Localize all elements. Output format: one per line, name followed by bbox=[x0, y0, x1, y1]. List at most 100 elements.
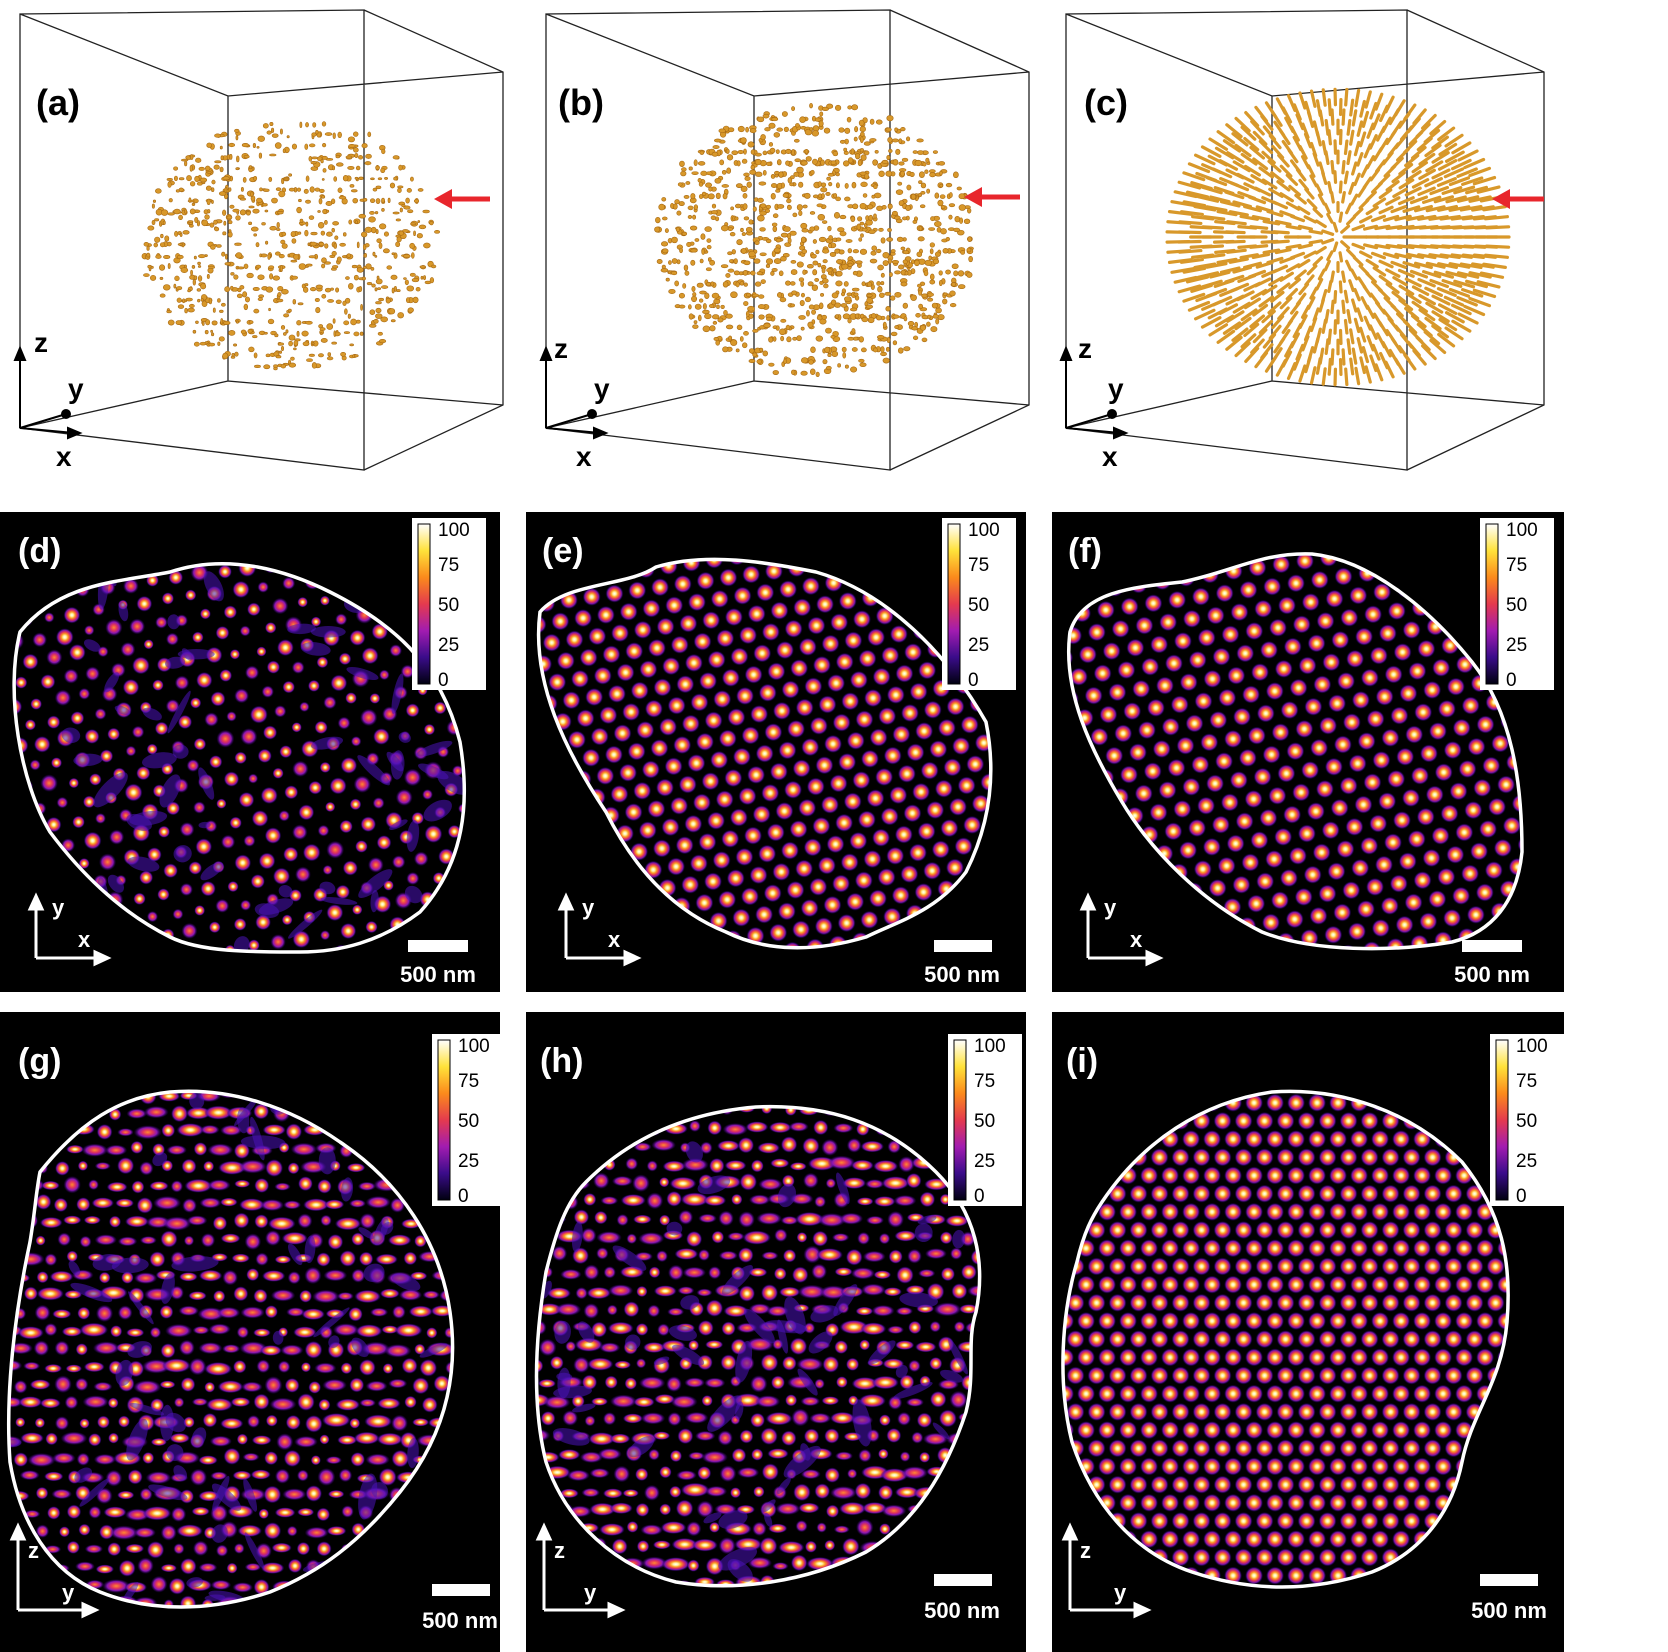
axis-label-z: z bbox=[554, 333, 568, 364]
axis-label-x: x bbox=[1102, 441, 1118, 472]
axis-label-z: z bbox=[34, 327, 48, 358]
axis-corner bbox=[27, 892, 112, 967]
colorbar-tick-label: 100 bbox=[438, 520, 470, 541]
panel-i-svg: (i) 100 75 50 25 0 z y 500 nm bbox=[1061, 1034, 1564, 1623]
particle-outline bbox=[1067, 552, 1524, 951]
scalebar bbox=[1462, 940, 1522, 952]
spot-lattice bbox=[12, 561, 467, 954]
axis-label-vertical: z bbox=[1080, 1538, 1091, 1563]
colorbar-tick-label: 0 bbox=[1506, 670, 1517, 691]
colorbar-tick-label: 75 bbox=[438, 555, 459, 576]
panel-a-svg: (a) z y x bbox=[13, 9, 504, 472]
colorbar-tick-label: 25 bbox=[458, 1151, 479, 1172]
scalebar bbox=[432, 1584, 490, 1596]
scalebar-label: 500 nm bbox=[422, 1608, 498, 1633]
colorbar-tick-label: 25 bbox=[438, 635, 459, 656]
spot-lattice bbox=[1061, 1089, 1510, 1589]
scalebar-label: 500 nm bbox=[400, 962, 476, 987]
panel-label: (a) bbox=[36, 82, 80, 123]
axis-label-vertical: y bbox=[582, 895, 595, 920]
scalebar bbox=[1480, 1574, 1538, 1586]
panel-b-svg: (b) z y x bbox=[539, 9, 1030, 472]
colorbar-tick-label: 50 bbox=[1516, 1111, 1537, 1132]
colorbar-tick-label: 25 bbox=[1516, 1151, 1537, 1172]
axis-corner bbox=[1061, 1522, 1152, 1619]
scalebar-label: 500 nm bbox=[1471, 1598, 1547, 1623]
axis-label-y: y bbox=[594, 373, 610, 404]
axis-label-x: x bbox=[56, 441, 72, 472]
colorbar-tick-label: 25 bbox=[968, 635, 989, 656]
panel-label: (e) bbox=[542, 532, 584, 570]
colorbar-tick-label: 50 bbox=[1506, 595, 1527, 616]
panel-i: (i) 100 75 50 25 0 z y 500 nm bbox=[1052, 1012, 1564, 1652]
colorbar: 100 75 50 25 0 bbox=[948, 1034, 1022, 1207]
panel-label: (g) bbox=[18, 1042, 61, 1080]
axis-triad bbox=[1059, 345, 1129, 440]
spot-lattice bbox=[1067, 552, 1524, 951]
axis-label-vertical: z bbox=[554, 1538, 565, 1563]
axis-label-horizontal: x bbox=[608, 927, 621, 952]
panel-b: (b) z y x bbox=[526, 0, 1052, 478]
red-arrow bbox=[964, 187, 1020, 207]
axis-label-vertical: y bbox=[52, 895, 65, 920]
colorbar-tick-label: 75 bbox=[1506, 555, 1527, 576]
colorbar-tick-label: 100 bbox=[968, 520, 1000, 541]
panel-h-svg: (h) 100 75 50 25 0 z y 500 nm bbox=[534, 1034, 1022, 1623]
colorbar: 100 75 50 25 0 bbox=[1480, 518, 1554, 691]
scalebar-label: 500 nm bbox=[924, 962, 1000, 987]
colorbar-tick-label: 50 bbox=[968, 595, 989, 616]
axis-triad bbox=[539, 345, 609, 440]
panel-label: (c) bbox=[1084, 82, 1128, 123]
point-cloud bbox=[141, 121, 441, 371]
colorbar: 100 75 50 25 0 bbox=[942, 518, 1016, 691]
axis-corner bbox=[9, 1522, 100, 1619]
particle-outline bbox=[12, 561, 467, 954]
colorbar: 100 75 50 25 0 bbox=[432, 1034, 500, 1207]
colorbar-tick-label: 0 bbox=[458, 1186, 469, 1207]
panel-d: (d) 100 75 50 25 0 y x 500 nm bbox=[0, 512, 500, 992]
scalebar-label: 500 nm bbox=[924, 1598, 1000, 1623]
particle-outline bbox=[534, 1104, 982, 1588]
axis-label-horizontal: y bbox=[584, 1580, 597, 1605]
axis-label-horizontal: x bbox=[1130, 927, 1143, 952]
panel-e: (e) 100 75 50 25 0 y x 500 nm bbox=[526, 512, 1026, 992]
axis-label-horizontal: y bbox=[62, 1580, 75, 1605]
axis-label-vertical: z bbox=[28, 1538, 39, 1563]
axis-label-x: x bbox=[576, 441, 592, 472]
red-arrow bbox=[434, 189, 490, 209]
panel-c: (c) z y x bbox=[1052, 0, 1578, 478]
panel-f-svg: (f) 100 75 50 25 0 y x 500 nm bbox=[1067, 518, 1554, 987]
scalebar bbox=[934, 940, 992, 952]
panel-label: (b) bbox=[558, 82, 604, 123]
colorbar-tick-label: 75 bbox=[458, 1071, 479, 1092]
axis-label-horizontal: x bbox=[78, 927, 91, 952]
panel-f: (f) 100 75 50 25 0 y x 500 nm bbox=[1052, 512, 1564, 992]
spot-lattice bbox=[536, 557, 993, 950]
panel-c-svg: (c) z y x bbox=[1059, 9, 1545, 472]
particle-outline bbox=[1061, 1089, 1510, 1589]
panel-g-svg: (g) 100 75 50 25 0 z y 500 nm bbox=[6, 1034, 500, 1633]
colorbar: 100 75 50 25 0 bbox=[1490, 1034, 1564, 1207]
panel-label: (h) bbox=[540, 1042, 583, 1080]
panel-label: (f) bbox=[1068, 532, 1102, 570]
red-arrow bbox=[1492, 189, 1544, 209]
colorbar-tick-label: 100 bbox=[1506, 520, 1538, 541]
axis-label-z: z bbox=[1078, 333, 1092, 364]
colorbar-tick-label: 100 bbox=[974, 1036, 1006, 1057]
colorbar-tick-label: 0 bbox=[438, 670, 449, 691]
colorbar-tick-label: 25 bbox=[974, 1151, 995, 1172]
spot-lattice bbox=[6, 1089, 455, 1609]
radial-rods bbox=[1165, 87, 1511, 387]
axis-label-vertical: y bbox=[1104, 895, 1117, 920]
spot-lattice bbox=[534, 1104, 982, 1588]
axis-corner bbox=[1079, 892, 1164, 967]
scalebar bbox=[934, 1574, 992, 1586]
panel-d-svg: (d) 100 75 50 25 0 y x 500 nm bbox=[12, 518, 486, 987]
axis-triad bbox=[13, 345, 83, 440]
axis-label-y: y bbox=[1108, 373, 1124, 404]
colorbar-tick-label: 25 bbox=[1506, 635, 1527, 656]
box-wireframe bbox=[19, 9, 504, 471]
colorbar-tick-label: 0 bbox=[968, 670, 979, 691]
axis-label-horizontal: y bbox=[1114, 1580, 1127, 1605]
scalebar bbox=[408, 940, 468, 952]
